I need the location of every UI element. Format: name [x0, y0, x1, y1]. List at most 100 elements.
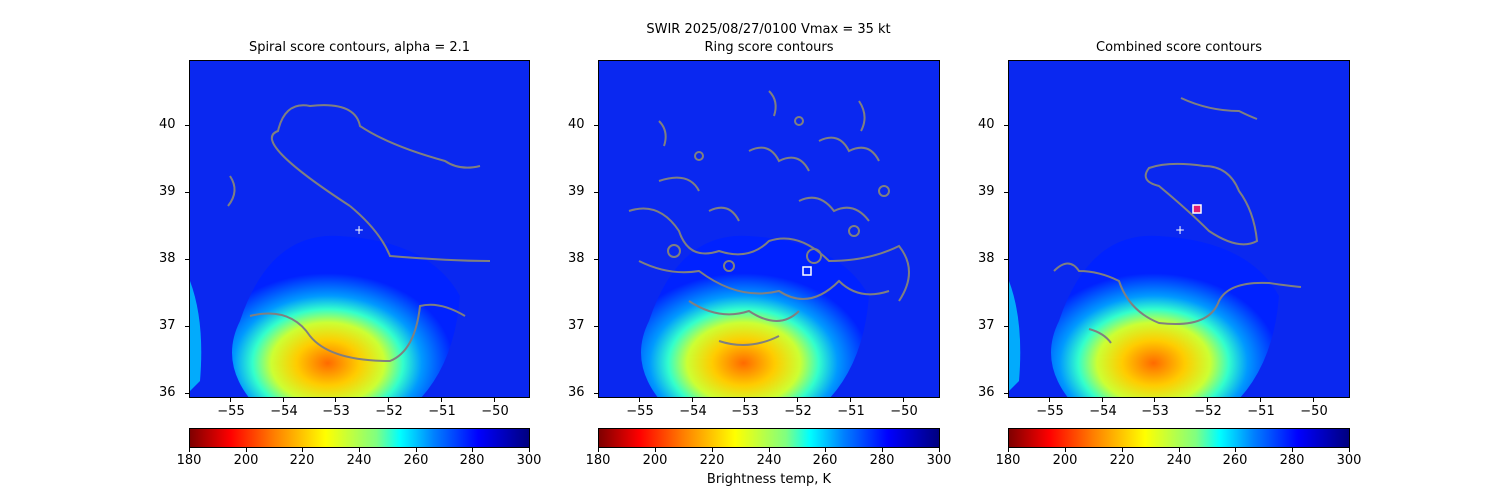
y-tick-mark [185, 192, 189, 193]
colorbar-tick-label: 220 [1109, 453, 1135, 468]
colorbar-tick-label: 200 [642, 453, 668, 468]
colorbar-tick-label: 180 [585, 453, 611, 468]
colorbar-tick-label: 280 [1279, 453, 1305, 468]
colorbar-tick-mark [939, 448, 940, 452]
ring-score-map [598, 60, 940, 398]
colorbar-tick-label: 180 [995, 453, 1021, 468]
colorbar-tick-label: 240 [346, 453, 372, 468]
y-tick-mark [185, 125, 189, 126]
colorbar-tick-mark [416, 448, 417, 452]
center-plus-marker: + [354, 223, 364, 237]
y-tick-mark [1004, 393, 1008, 394]
center-square-marker [802, 266, 812, 276]
colorbar-tick-label: 180 [176, 453, 202, 468]
colorbar-tick-mark [882, 448, 883, 452]
x-tick-label: −54 [1089, 404, 1117, 419]
y-tick-mark [594, 125, 598, 126]
colorbar-label: Brightness temp, K [706, 472, 832, 487]
y-tick-label: 36 [978, 385, 995, 400]
colorbar-tick-label: 260 [403, 453, 429, 468]
x-tick-mark [494, 398, 495, 402]
colorbar-tick-label: 300 [1336, 453, 1362, 468]
y-tick-mark [594, 326, 598, 327]
colorbar-tick-label: 280 [869, 453, 895, 468]
combined-score-map: + [1008, 60, 1350, 398]
y-tick-label: 39 [159, 184, 176, 199]
x-tick-mark [1049, 398, 1050, 402]
colorbar-tick-mark [1122, 448, 1123, 452]
y-tick-mark [185, 259, 189, 260]
x-tick-label: −52 [1194, 404, 1222, 419]
center-plus-marker: + [1175, 223, 1185, 237]
cloud-shield [232, 235, 460, 397]
colorbar-tick-label: 260 [812, 453, 838, 468]
colorbar-tick-mark [598, 448, 599, 452]
y-tick-mark [1004, 326, 1008, 327]
panel-title-combined: Combined score contours [1096, 40, 1262, 55]
y-tick-label: 38 [978, 251, 995, 266]
colorbar-tick-label: 240 [1166, 453, 1192, 468]
y-tick-mark [594, 259, 598, 260]
colorbar-tick-label: 220 [289, 453, 315, 468]
x-tick-label: −51 [428, 404, 456, 419]
y-tick-mark [185, 393, 189, 394]
x-tick-mark [1154, 398, 1155, 402]
y-tick-label: 38 [159, 251, 176, 266]
x-tick-label: −51 [837, 404, 865, 419]
x-tick-mark [1313, 398, 1314, 402]
colorbar-tick-label: 300 [516, 453, 542, 468]
colorbar-ring [598, 428, 940, 448]
x-tick-mark [335, 398, 336, 402]
x-tick-label: −51 [1247, 404, 1275, 419]
x-tick-label: −50 [481, 404, 509, 419]
y-tick-mark [1004, 192, 1008, 193]
x-tick-label: −52 [375, 404, 403, 419]
panel-title-spiral: Spiral score contours, alpha = 2.1 [248, 40, 471, 55]
spiral-score-map: + [189, 60, 530, 398]
y-tick-mark [185, 326, 189, 327]
colorbar-tick-mark [769, 448, 770, 452]
figure-title: SWIR 2025/08/27/0100 Vmax = 35 kt [646, 22, 891, 37]
x-tick-mark [692, 398, 693, 402]
colorbar-tick-mark [1349, 448, 1350, 452]
colorbar-spiral [189, 428, 530, 448]
colorbar-tick-label: 300 [926, 453, 952, 468]
colorbar-tick-mark [1292, 448, 1293, 452]
y-tick-mark [1004, 259, 1008, 260]
x-tick-mark [903, 398, 904, 402]
colorbar-tick-mark [189, 448, 190, 452]
y-tick-label: 40 [568, 117, 585, 132]
colorbar-tick-mark [529, 448, 530, 452]
colorbar-tick-mark [1235, 448, 1236, 452]
colorbar-tick-mark [246, 448, 247, 452]
x-tick-label: −50 [890, 404, 918, 419]
colorbar-tick-mark [359, 448, 360, 452]
y-tick-label: 40 [159, 117, 176, 132]
x-tick-mark [283, 398, 284, 402]
x-tick-mark [797, 398, 798, 402]
x-tick-label: −52 [784, 404, 812, 419]
x-tick-mark [1102, 398, 1103, 402]
center-square-marker [1192, 204, 1202, 214]
colorbar-combined [1008, 428, 1350, 448]
y-tick-mark [594, 393, 598, 394]
colorbar-tick-label: 280 [459, 453, 485, 468]
y-tick-label: 39 [568, 184, 585, 199]
colorbar-tick-label: 200 [1052, 453, 1078, 468]
x-tick-mark [639, 398, 640, 402]
x-tick-mark [850, 398, 851, 402]
x-tick-mark [388, 398, 389, 402]
colorbar-tick-mark [1065, 448, 1066, 452]
x-tick-label: −55 [626, 404, 654, 419]
colorbar-tick-mark [302, 448, 303, 452]
y-tick-label: 37 [978, 318, 995, 333]
x-tick-mark [230, 398, 231, 402]
x-tick-label: −55 [1036, 404, 1064, 419]
colorbar-tick-mark [1179, 448, 1180, 452]
y-tick-mark [1004, 125, 1008, 126]
x-tick-mark [441, 398, 442, 402]
colorbar-tick-label: 200 [233, 453, 259, 468]
y-tick-label: 40 [978, 117, 995, 132]
y-tick-label: 37 [159, 318, 176, 333]
y-tick-mark [594, 192, 598, 193]
